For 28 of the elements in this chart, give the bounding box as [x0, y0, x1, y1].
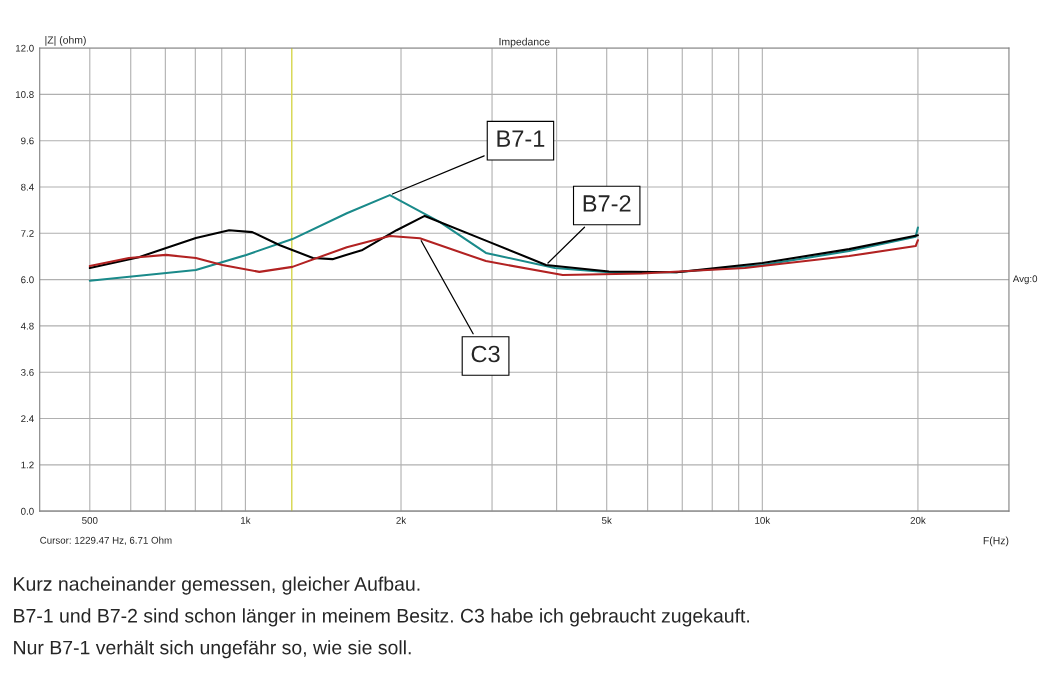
text: C3: [471, 345, 500, 363]
y-tick-label: 3.6: [21, 368, 34, 376]
y-tick-label: 6.0: [21, 276, 34, 284]
y-tick-label: 7.2: [21, 230, 34, 237]
y-tick-label: 12.0: [15, 44, 34, 52]
y-tick-label: 1.2: [21, 461, 34, 469]
y-tick-label: 4.8: [20, 322, 34, 330]
x-tick-label: 500: [82, 516, 98, 524]
y-tick-label: 0.0: [21, 507, 34, 515]
x-tick-label: 2k: [396, 516, 407, 524]
text: B7-1 und B7-2 sind schon länger in meinem Besitz. C3 habe ich gebraucht zugekauft.: [14, 608, 750, 627]
x-tick-label: 5k: [601, 516, 612, 524]
chart-title: Impedance: [499, 37, 550, 48]
x-tick-label: 1k: [241, 516, 251, 524]
y-tick-label: 2.4: [21, 415, 34, 423]
text: B7-2: [583, 195, 631, 212]
y-tick-label: 10.8: [15, 91, 34, 98]
text: Nur B7-1 verhält sich ungefähr so, wie sie soll.: [14, 640, 411, 659]
text: Cursor: 1229.47 Hz, 6.71 Ohm: [40, 536, 172, 545]
y-tick-label: 8.4: [21, 183, 34, 191]
x-tick-label: 10k: [755, 516, 771, 524]
text: Kurz nacheinander gemessen, gleicher Aufbau.: [14, 576, 420, 595]
y-tick-label: 9.6: [21, 137, 34, 145]
x-axis-title: F(Hz): [983, 536, 1009, 547]
y-axis-title: |Z| (ohm): [45, 36, 86, 46]
text: B7-1: [497, 130, 545, 147]
x-tick-label: 20k: [910, 516, 926, 524]
text: Avg:0: [1012, 275, 1038, 285]
